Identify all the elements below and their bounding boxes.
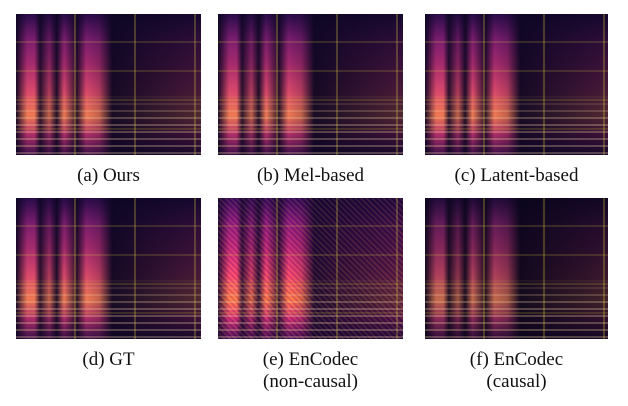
caption-encodec-causal-line2: (causal) xyxy=(486,371,547,392)
spectrogram-encodec-non-causal xyxy=(218,198,403,339)
spectrogram-ours xyxy=(16,14,201,155)
caption-latent-based: (c) Latent-based xyxy=(454,165,579,186)
spectrogram-gt xyxy=(16,198,201,339)
caption-encodec-non-causal-line2: (non-causal) xyxy=(263,371,358,392)
caption-encodec-non-causal: (e) EnCodec (non-causal) xyxy=(218,349,403,393)
caption-encodec-causal: (f) EnCodec (causal) xyxy=(425,349,608,393)
caption-gt: (d) GT xyxy=(82,349,135,370)
spectrogram-mel-based xyxy=(218,14,403,155)
caption-encodec-non-causal-line1: (e) EnCodec xyxy=(262,349,359,370)
caption-encodec-causal-line1: (f) EnCodec xyxy=(469,349,564,370)
caption-ours: (a) Ours xyxy=(77,165,140,186)
spectrogram-encodec-causal xyxy=(425,198,608,339)
spectrogram-latent-based xyxy=(425,14,608,155)
caption-mel-based: (b) Mel-based xyxy=(256,165,365,186)
